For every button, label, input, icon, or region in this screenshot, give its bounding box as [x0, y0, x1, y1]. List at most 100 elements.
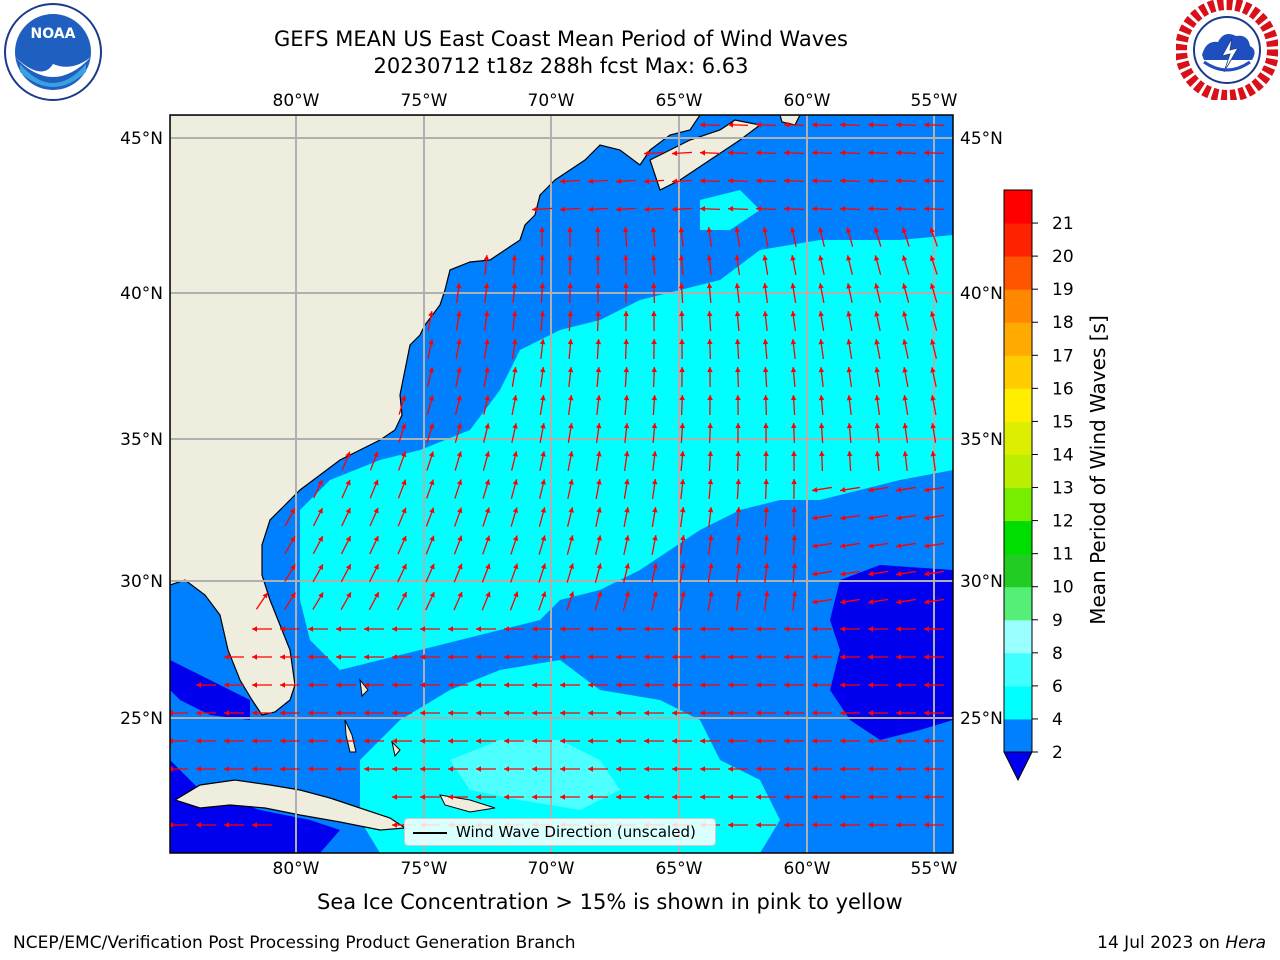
- wave-direction-arrowhead: [455, 283, 462, 289]
- lat-label-left: 30°N: [120, 572, 163, 592]
- wave-direction-arrowhead: [540, 507, 547, 513]
- wave-direction-arrowhead: [846, 339, 852, 345]
- wave-direction-arrowhead: [868, 654, 873, 660]
- wave-direction-arrowhead: [896, 571, 902, 577]
- wave-direction-arrowhead: [728, 794, 733, 800]
- wave-direction-arrowhead: [596, 563, 603, 569]
- wave-direction-arrowhead: [896, 122, 902, 128]
- wave-direction-arrowhead: [623, 451, 630, 457]
- wave-direction-arrowhead: [791, 563, 798, 569]
- wave-direction-arrowhead: [428, 395, 435, 401]
- colorbar-segment: [1004, 586, 1032, 621]
- wave-direction-arrowhead: [896, 682, 901, 688]
- wave-direction-arrowhead: [707, 535, 714, 541]
- wave-direction-arrowhead: [756, 122, 762, 128]
- colorbar-segment: [1004, 520, 1032, 555]
- wave-direction-arrowhead: [373, 507, 379, 514]
- wave-direction-arrowhead: [763, 395, 769, 401]
- wave-direction-arrowhead: [840, 543, 846, 549]
- wave-direction-arrowhead: [818, 311, 824, 317]
- wave-direction-arrowhead: [560, 178, 566, 185]
- wave-direction-arrowhead: [532, 654, 537, 660]
- wave-direction-arrowhead: [336, 626, 341, 632]
- wave-direction-arrowhead: [513, 563, 519, 570]
- wave-direction-arrowhead: [896, 599, 902, 605]
- wave-direction-arrowhead: [448, 710, 453, 716]
- wave-direction-arrowhead: [790, 395, 797, 401]
- wave-direction-arrowhead: [651, 395, 658, 401]
- wave-direction-arrowhead: [345, 564, 351, 570]
- wave-direction-arrowhead: [280, 682, 285, 688]
- wave-direction-arrowhead: [588, 682, 593, 688]
- colorbar-segment: [1004, 454, 1032, 489]
- wave-direction-arrowhead: [707, 423, 713, 429]
- wave-direction-arrowhead: [672, 794, 677, 800]
- wave-direction-arrowhead: [364, 738, 369, 744]
- wave-direction-arrowhead: [308, 682, 313, 688]
- wave-direction-arrowhead: [896, 654, 901, 660]
- wave-direction-arrowhead: [896, 206, 902, 212]
- wave-direction-arrowhead: [763, 563, 770, 569]
- wave-direction-arrowhead: [290, 564, 296, 571]
- wave-direction-arrowhead: [650, 255, 657, 261]
- wave-direction-arrowhead: [734, 283, 741, 289]
- wave-direction-arrowhead: [924, 515, 930, 521]
- wave-direction-arrowhead: [784, 150, 790, 156]
- legend-text: Wind Wave Direction (unscaled): [456, 823, 696, 841]
- wave-direction-arrowhead: [868, 738, 873, 744]
- wave-direction-arrowhead: [513, 591, 519, 598]
- wave-direction-arrowhead: [874, 423, 881, 429]
- wave-direction-arrowhead: [736, 591, 742, 597]
- wave-direction-arrowhead: [196, 766, 201, 772]
- wave-direction-arrowhead: [484, 395, 490, 401]
- wave-direction-arrowhead: [644, 766, 649, 772]
- wave-direction-arrowhead: [504, 794, 509, 800]
- wave-direction-arrowhead: [373, 479, 379, 486]
- wave-direction-arrowhead: [345, 536, 351, 542]
- colorbar-tick-label: 20: [1052, 247, 1074, 267]
- wave-direction-arrowhead: [930, 423, 936, 429]
- wave-direction-arrowhead: [680, 563, 686, 569]
- wave-direction-arrowhead: [484, 367, 490, 373]
- wave-direction-arrowhead: [560, 738, 565, 744]
- wave-direction-arrowhead: [280, 654, 285, 660]
- wave-direction-arrowhead: [392, 794, 397, 800]
- wave-direction-arrowhead: [790, 227, 796, 233]
- wave-direction-arrowhead: [560, 794, 565, 800]
- wave-direction-arrowhead: [448, 738, 453, 744]
- nws-logo: [1176, 0, 1278, 100]
- wave-direction-arrowhead: [735, 535, 742, 541]
- wave-direction-arrowhead: [672, 178, 678, 185]
- wave-direction-arrowhead: [567, 283, 573, 289]
- wave-direction-arrowhead: [840, 710, 845, 716]
- wave-direction-arrowhead: [588, 710, 593, 716]
- wave-direction-arrowhead: [512, 535, 519, 542]
- lat-label-right: 30°N: [960, 572, 1003, 592]
- wave-direction-arrowhead: [902, 311, 908, 317]
- wave-direction-arrowhead: [623, 339, 629, 345]
- wave-direction-arrowhead: [901, 283, 908, 289]
- colorbar-segment: [1004, 619, 1032, 654]
- wave-direction-arrowhead: [924, 626, 929, 632]
- wave-direction-arrowhead: [651, 339, 657, 345]
- wave-direction-arrowhead: [756, 626, 761, 632]
- wave-direction-arrowhead: [672, 710, 677, 716]
- wave-direction-arrowhead: [252, 766, 257, 772]
- wave-direction-arrowhead: [588, 738, 593, 744]
- wave-direction-arrowhead: [924, 794, 929, 800]
- wave-direction-arrowhead: [679, 339, 685, 345]
- wave-direction-arrowhead: [707, 395, 713, 401]
- lon-labels-top: 80°W 75°W 70°W 65°W 60°W 55°W: [273, 91, 958, 111]
- wave-direction-arrowhead: [818, 255, 824, 261]
- wave-direction-arrowhead: [457, 591, 463, 598]
- wave-direction-arrowhead: [868, 822, 873, 828]
- wave-direction-arrowhead: [429, 479, 435, 486]
- wave-direction-arrowhead: [262, 592, 268, 599]
- wave-direction-arrowhead: [596, 591, 603, 598]
- wave-direction-arrowhead: [280, 738, 285, 744]
- lon-label-top: 55°W: [911, 91, 958, 111]
- wave-direction-arrowhead: [929, 311, 936, 317]
- wave-direction-arrowhead: [930, 451, 937, 457]
- lon-label-bottom: 70°W: [528, 859, 575, 879]
- wave-direction-arrowhead: [896, 626, 901, 632]
